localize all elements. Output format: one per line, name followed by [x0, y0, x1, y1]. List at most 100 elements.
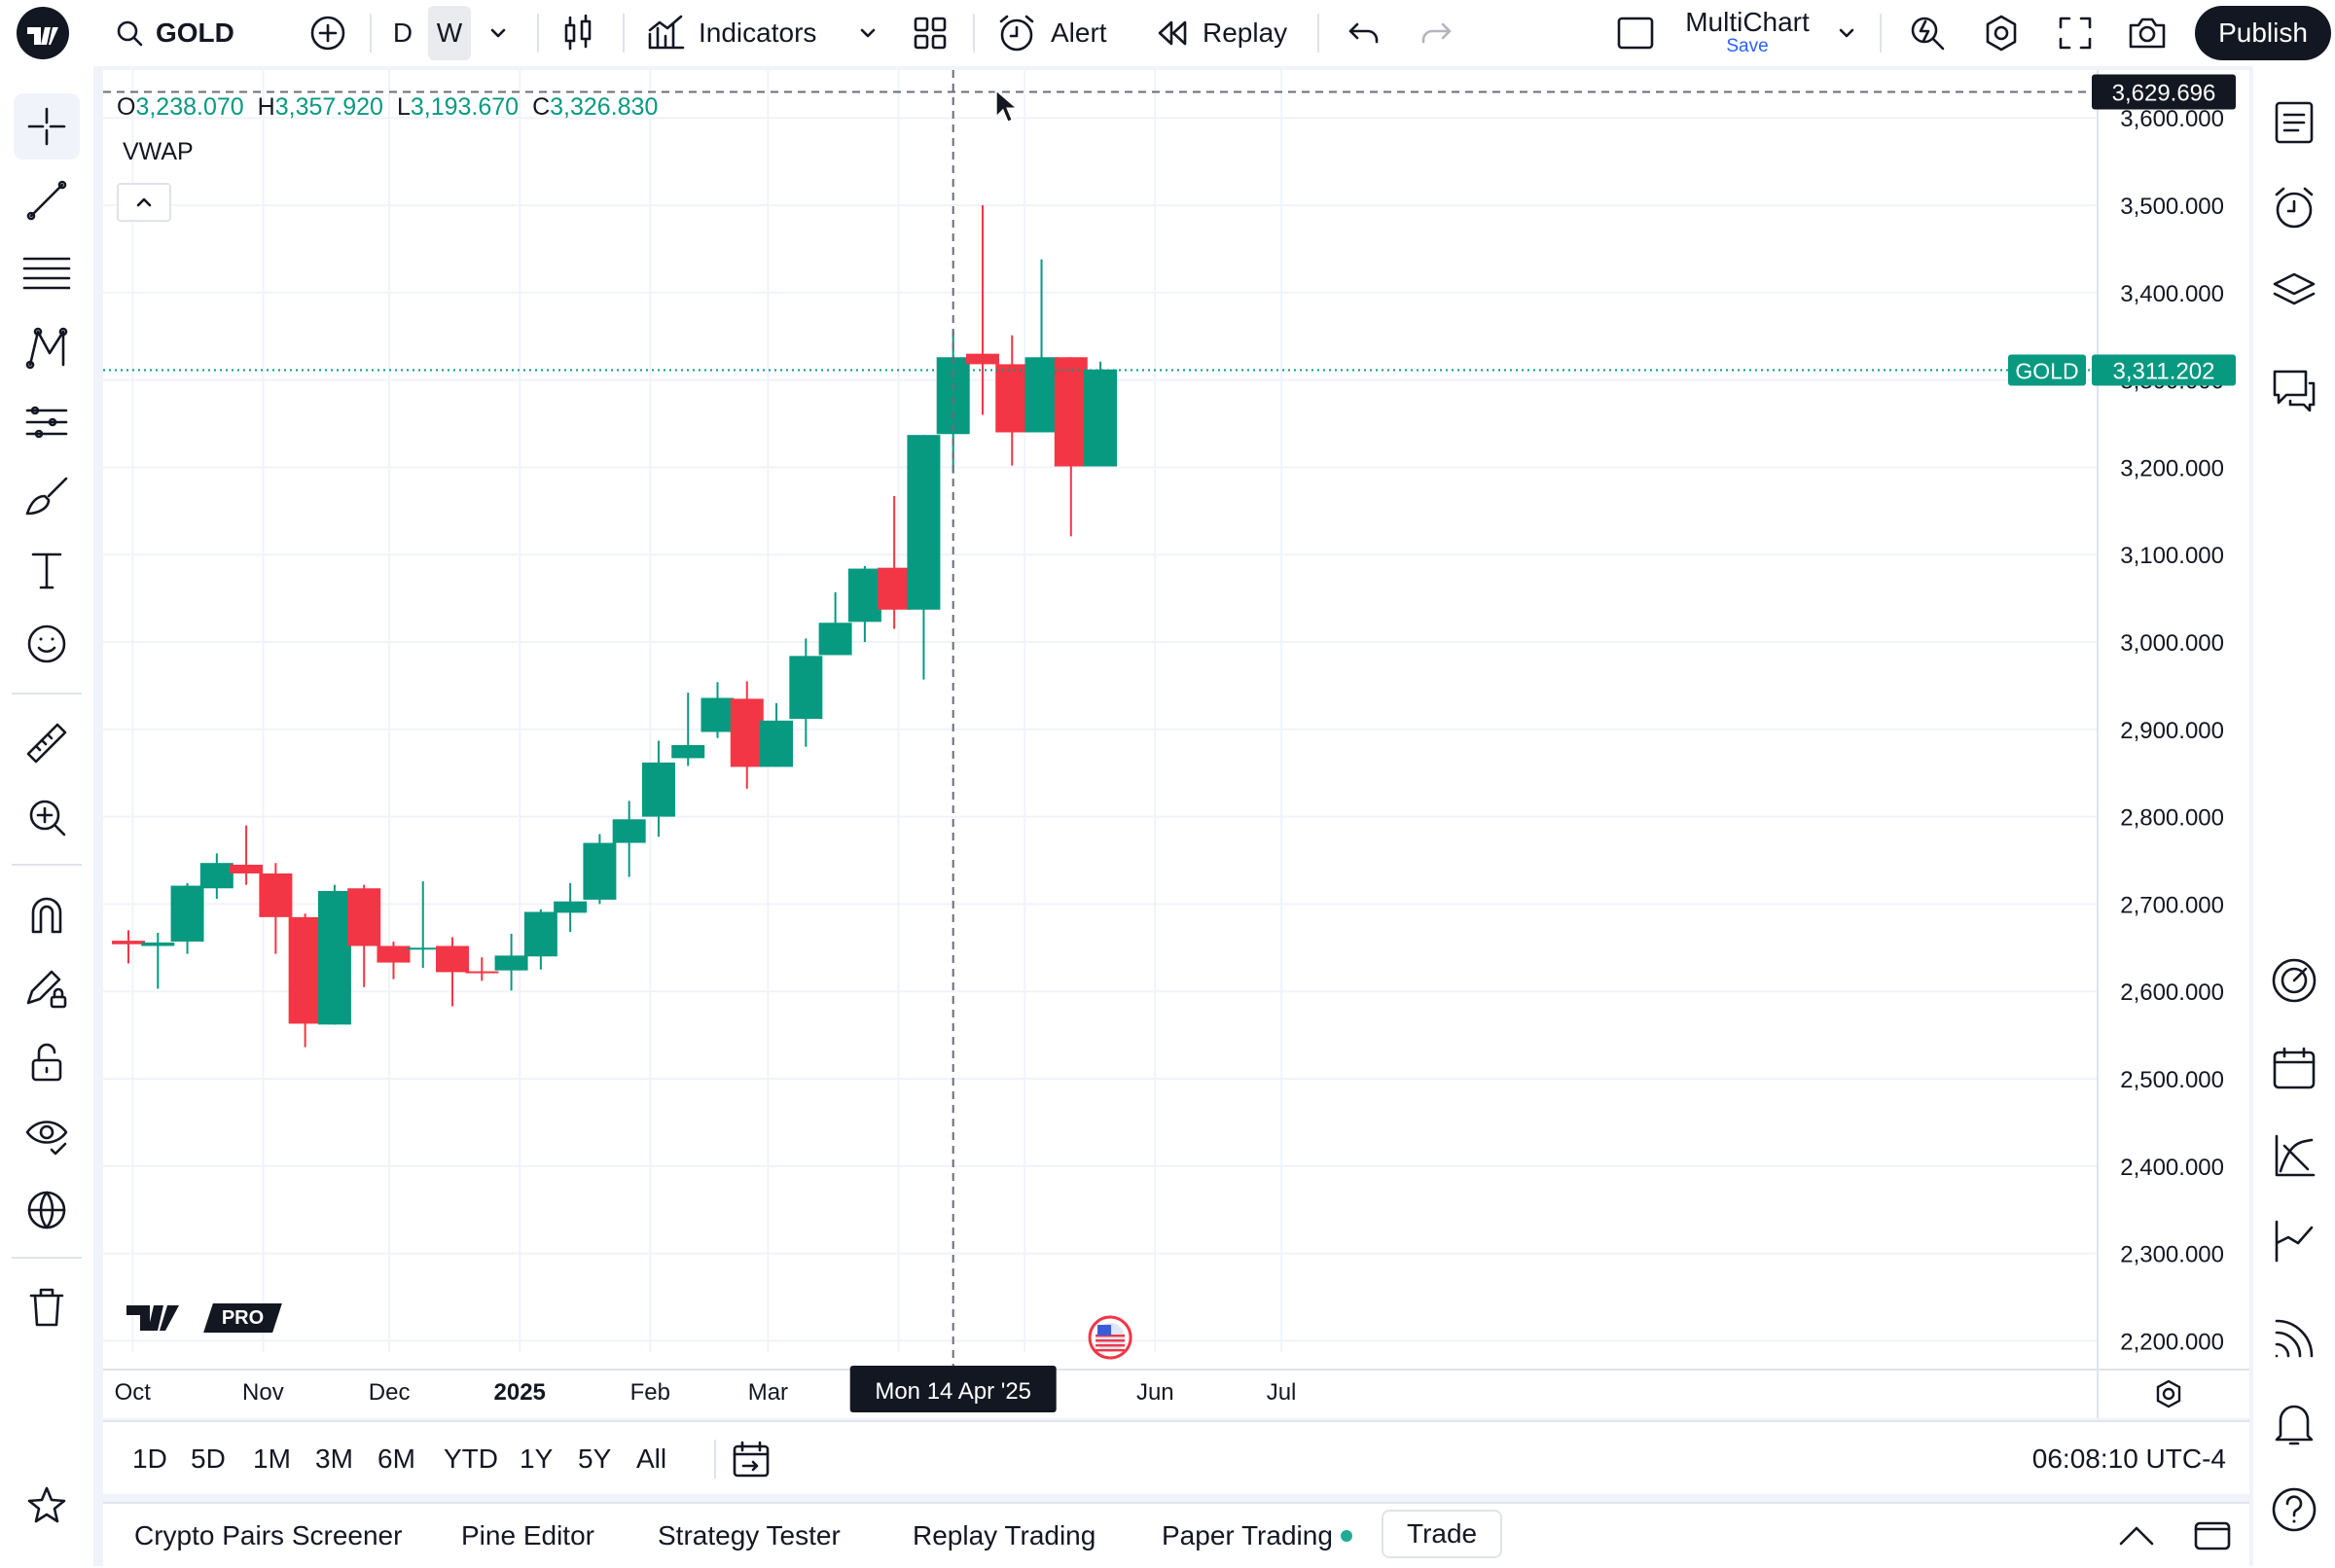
candle-body[interactable]: [347, 888, 381, 946]
brush-tool[interactable]: [14, 463, 80, 529]
candle-body[interactable]: [288, 916, 322, 1024]
chart-type-button[interactable]: [551, 0, 605, 66]
candle-body[interactable]: [730, 698, 764, 767]
interval-d-button[interactable]: D: [385, 0, 420, 66]
tradingview-logo[interactable]: [12, 0, 74, 66]
candle-body[interactable]: [554, 901, 588, 913]
candle-body[interactable]: [1084, 369, 1118, 467]
tab-trade[interactable]: Trade: [1382, 1510, 1503, 1558]
candle-body[interactable]: [199, 863, 234, 889]
candle-body[interactable]: [700, 697, 735, 732]
help-button[interactable]: [2263, 1479, 2325, 1541]
interval-w-button[interactable]: W: [428, 6, 471, 60]
screener-button[interactable]: [2263, 949, 2325, 1012]
favorites-button[interactable]: [14, 1473, 80, 1539]
symbol-search-button[interactable]: GOLD: [115, 0, 251, 66]
replay-button[interactable]: Replay: [1154, 0, 1300, 66]
data-window-button[interactable]: [2263, 261, 2325, 323]
fullscreen-button[interactable]: [2049, 0, 2102, 66]
emoji-tool[interactable]: [14, 611, 80, 677]
settings-button[interactable]: [1975, 0, 2028, 66]
measure-tool[interactable]: [14, 710, 80, 776]
tab-strategy-tester[interactable]: Strategy Tester: [658, 1520, 841, 1550]
zoom-in-tool[interactable]: [14, 784, 80, 850]
candle-body[interactable]: [612, 819, 646, 843]
crosshair-tool[interactable]: [14, 93, 80, 160]
lock-drawings-button[interactable]: [14, 1029, 80, 1095]
notifications-button[interactable]: [2263, 1393, 2325, 1455]
multichart-save-button[interactable]: MultiChart Save: [1675, 0, 1819, 66]
pine-screener-button[interactable]: [2263, 1210, 2325, 1272]
vwap-indicator-label[interactable]: VWAP: [123, 138, 194, 165]
range-button-6m[interactable]: 6M: [377, 1443, 415, 1474]
tab-crypto-pairs-screener[interactable]: Crypto Pairs Screener: [134, 1520, 403, 1550]
undo-button[interactable]: [1341, 0, 1387, 66]
collapse-legend-button[interactable]: [117, 183, 171, 222]
stay-in-drawing-mode-button[interactable]: [14, 955, 80, 1021]
candle-body[interactable]: [965, 353, 999, 365]
forecasting-tool[interactable]: [14, 389, 80, 455]
candle-body[interactable]: [818, 623, 852, 656]
pattern-tool[interactable]: [14, 315, 80, 381]
candle-body[interactable]: [1024, 357, 1059, 433]
fib-retracement-tool[interactable]: [14, 241, 80, 307]
watchlist-button[interactable]: [2263, 91, 2325, 154]
range-button-3m[interactable]: 3M: [315, 1443, 353, 1474]
candlestick-chart[interactable]: 3,600.0003,500.0003,400.0003,300.0003,20…: [103, 70, 2249, 1418]
candle-body[interactable]: [170, 885, 204, 943]
range-button-all[interactable]: All: [636, 1443, 667, 1474]
remove-drawings-button[interactable]: [14, 1274, 80, 1340]
candle-body[interactable]: [583, 842, 617, 900]
candle-body[interactable]: [406, 947, 440, 950]
maximize-panel-button[interactable]: [2185, 1504, 2240, 1568]
tab-paper-trading[interactable]: Paper Trading: [1162, 1504, 1352, 1568]
ideas-stream-button[interactable]: [2263, 1307, 2325, 1370]
tab-pine-editor[interactable]: Pine Editor: [461, 1520, 594, 1550]
candle-body[interactable]: [671, 744, 705, 759]
object-tree-button[interactable]: [14, 1177, 80, 1243]
candle-body[interactable]: [436, 945, 470, 973]
candle-body[interactable]: [936, 357, 970, 435]
candle-body[interactable]: [465, 971, 499, 974]
candle-body[interactable]: [907, 435, 941, 610]
indicators-dropdown[interactable]: [850, 0, 885, 66]
expand-panel-button[interactable]: [2111, 1504, 2162, 1568]
candle-body[interactable]: [523, 911, 557, 957]
tab-replay-trading[interactable]: Replay Trading: [913, 1520, 1096, 1550]
range-button-1d[interactable]: 1D: [132, 1443, 167, 1474]
range-button-ytd[interactable]: YTD: [444, 1443, 498, 1474]
range-button-1m[interactable]: 1M: [253, 1443, 291, 1474]
publish-button[interactable]: Publish: [2195, 6, 2331, 60]
candle-body[interactable]: [259, 873, 293, 917]
clock-timezone[interactable]: 06:08:10 UTC-4: [2031, 1443, 2226, 1474]
candle-body[interactable]: [760, 720, 794, 767]
chart-pane[interactable]: 3,600.0003,500.0003,400.0003,300.0003,20…: [103, 70, 2249, 1418]
candle-body[interactable]: [494, 955, 528, 971]
candle-body[interactable]: [995, 364, 1029, 433]
candle-body[interactable]: [141, 942, 175, 946]
redo-button[interactable]: [1413, 0, 1459, 66]
candle-body[interactable]: [847, 568, 881, 623]
chats-button[interactable]: [2263, 360, 2325, 422]
indicators-button[interactable]: Indicators: [646, 0, 841, 66]
alerts-button[interactable]: [2263, 177, 2325, 239]
trend-line-tool[interactable]: [14, 167, 80, 233]
candle-body[interactable]: [641, 762, 675, 817]
range-button-5y[interactable]: 5Y: [578, 1443, 612, 1474]
candle-body[interactable]: [1054, 357, 1088, 467]
range-button-5d[interactable]: 5D: [191, 1443, 226, 1474]
snapshot-button[interactable]: [2121, 0, 2173, 66]
go-to-date-button[interactable]: [712, 1422, 790, 1496]
axis-settings-icon[interactable]: [2156, 1379, 2181, 1408]
candle-body[interactable]: [789, 656, 823, 720]
quick-search-button[interactable]: [1901, 0, 1954, 66]
text-tool[interactable]: [14, 537, 80, 603]
alert-button[interactable]: Alert: [996, 0, 1123, 66]
magnet-mode-button[interactable]: [14, 881, 80, 947]
candle-body[interactable]: [230, 864, 264, 873]
options-button[interactable]: [2263, 1124, 2325, 1187]
candle-body[interactable]: [112, 941, 145, 944]
interval-dropdown[interactable]: [481, 0, 516, 66]
layouts-button[interactable]: [903, 0, 957, 66]
candle-body[interactable]: [377, 945, 411, 963]
